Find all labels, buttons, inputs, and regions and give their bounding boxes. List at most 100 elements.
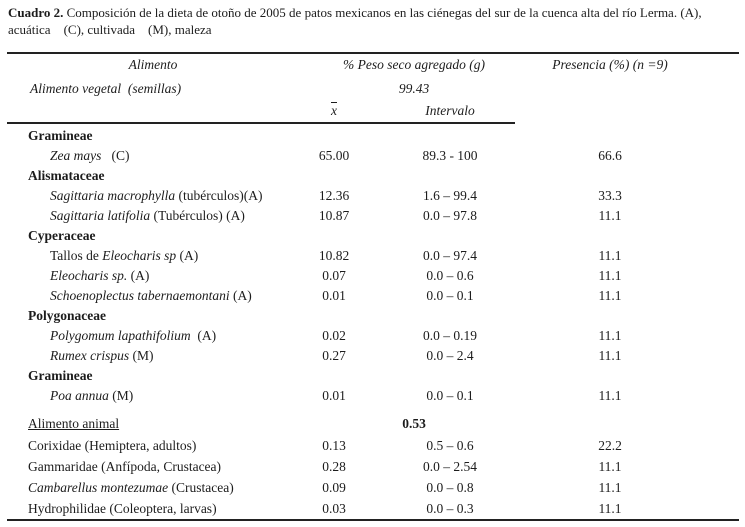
- table-row: Cyperaceae: [8, 226, 690, 246]
- presence-value-cell: 11.1: [598, 248, 622, 263]
- table-row: Schoenoplectus tabernaemontani (A) 0.01 0.…: [8, 286, 690, 306]
- food-name-cell: Hydrophilidae (Coleoptera, larvas): [8, 501, 298, 517]
- header-row-1: Alimento % Peso seco agregado (g) Presen…: [8, 56, 690, 74]
- table-top-rule: [7, 52, 739, 54]
- taxon-name: Zea mays: [50, 148, 102, 163]
- presence-value-cell: 22.2: [598, 437, 622, 453]
- interval-value-cell: 0.0 – 0.19: [423, 328, 477, 343]
- table-row: Eleocharis sp. (A) 0.07 0.0 – 0.6 11.1: [8, 266, 690, 286]
- table-caption: Cuadro 2. Composición de la dieta de oto…: [8, 5, 740, 38]
- name-text: (C): [101, 148, 130, 163]
- food-name-cell: Poa annua (M): [8, 388, 298, 404]
- mean-value-cell: 0.07: [322, 268, 346, 283]
- name-text: Corixidae (Hemiptera, adultos): [28, 437, 197, 453]
- mean-value-cell: 10.82: [318, 248, 350, 263]
- mean-value-cell: 0.09: [322, 479, 346, 495]
- presence-value-cell: 11.1: [598, 348, 622, 363]
- table-row: Cambarellus montezumae (Crustacea) 0.09 0.…: [8, 477, 690, 498]
- column-header-dry-weight: % Peso seco agregado (g): [343, 57, 485, 72]
- table-row: Hydrophilidae (Coleoptera, larvas) 0.03 0.…: [8, 498, 690, 519]
- table-row: Zea mays (C) 65.00 89.3 - 100 66.6: [8, 146, 690, 166]
- mean-value-cell: 0.01: [322, 388, 346, 403]
- name-text: Gramineae: [28, 368, 93, 383]
- table-row: Sagittaria latifolia (Tubérculos) (A) 10.…: [8, 206, 690, 226]
- animal-group-total: 0.53: [402, 416, 426, 431]
- taxon-name: Cambarellus montezumae: [28, 479, 169, 495]
- food-name-cell: Cyperaceae: [8, 228, 298, 244]
- food-name-cell: Eleocharis sp. (A): [8, 268, 298, 284]
- taxon-name: Schoenoplectus tabernaemontani: [50, 288, 230, 303]
- interval-value-cell: 0.0 – 0.3: [426, 500, 474, 516]
- name-text: Cyperaceae: [28, 228, 96, 243]
- name-text: (M): [129, 348, 154, 363]
- food-name-cell: Gramineae: [8, 368, 298, 384]
- name-text: (M): [108, 388, 134, 403]
- table-caption-text-line1: Composición de la dieta de otoño de 2005…: [63, 5, 702, 20]
- presence-value-cell: 33.3: [598, 188, 622, 203]
- header-bottom-rule: [7, 122, 515, 124]
- presence-value-cell: 11.1: [598, 479, 622, 495]
- vegetal-group-total: 99.43: [398, 81, 430, 96]
- column-header-mean: x: [298, 103, 370, 119]
- food-name-cell: Alimento animal: [8, 416, 298, 432]
- header-row-2: Alimento vegetal (semillas) 99.43: [8, 80, 690, 98]
- mean-value-cell: 0.28: [322, 458, 346, 474]
- interval-value-cell: 0.0 – 97.8: [423, 208, 477, 223]
- interval-value-cell: 0.0 – 0.1: [426, 388, 474, 403]
- food-name-cell: Gammaridae (Anfípoda, Crustacea): [8, 459, 298, 475]
- name-text: (A): [176, 248, 199, 263]
- interval-value-cell: 0.0 – 2.4: [426, 348, 474, 363]
- taxon-name: Sagittaria latifolia: [50, 208, 151, 223]
- food-name-cell: Sagittaria macrophylla (tubérculos)(A): [8, 188, 298, 204]
- row-spacer: [8, 406, 690, 413]
- table-row: Gammaridae (Anfípoda, Crustacea) 0.28 0.0 …: [8, 456, 690, 477]
- name-text: Gramineae: [28, 128, 93, 143]
- table-bottom-rule: [7, 519, 739, 521]
- food-name-cell: Alismataceae: [8, 168, 298, 184]
- interval-value-cell: 89.3 - 100: [422, 148, 478, 163]
- mean-symbol: x: [331, 103, 337, 118]
- food-name-cell: Rumex crispus (M): [8, 348, 298, 364]
- column-header-presence: Presencia (%) (n =9): [552, 57, 668, 72]
- column-header-interval: Intervalo: [425, 103, 475, 118]
- name-text: Gammaridae (Anfípoda, Crustacea): [28, 458, 222, 474]
- interval-value-cell: 1.6 – 99.4: [423, 188, 477, 203]
- name-text: (Crustacea): [168, 479, 234, 495]
- mean-value-cell: 0.03: [322, 500, 346, 516]
- name-text: Tallos de: [50, 248, 103, 263]
- name-text: (tubérculos)(A): [175, 188, 263, 203]
- table-row: Gramineae: [8, 126, 690, 146]
- table-body: Gramineae Zea mays (C) 65.00 89.3 - 100 66.6…: [8, 126, 690, 519]
- mean-value-cell: 0.02: [322, 328, 346, 343]
- name-text: (Tubérculos) (A): [150, 208, 245, 223]
- presence-value-cell: 11.1: [598, 268, 622, 283]
- table-row: Corixidae (Hemiptera, adultos) 0.13 0.5 – …: [8, 435, 690, 456]
- name-text: Polygonaceae: [28, 308, 106, 323]
- taxon-name: Eleocharis sp.: [50, 268, 128, 283]
- taxon-name: Polygomum lapathifolium: [50, 328, 191, 343]
- presence-value-cell: 11.1: [598, 328, 622, 343]
- food-name-cell: Polygomum lapathifolium (A): [8, 328, 298, 344]
- interval-value-cell: 0.0 – 0.8: [426, 479, 474, 495]
- mean-value-cell: 12.36: [318, 188, 350, 203]
- mean-value-cell: 65.00: [318, 148, 350, 163]
- header-row-3: x Intervalo: [8, 102, 690, 120]
- presence-value-cell: 11.1: [598, 388, 622, 403]
- food-name-cell: Polygonaceae: [8, 308, 298, 324]
- mean-value-cell: 0.01: [322, 288, 346, 303]
- taxon-name: Rumex crispus: [50, 348, 130, 363]
- taxon-name: Sagittaria macrophylla: [50, 188, 176, 203]
- name-text: (A): [229, 288, 252, 303]
- presence-value-cell: 66.6: [598, 148, 622, 163]
- food-name-cell: Tallos de Eleocharis sp (A): [8, 248, 298, 264]
- name-text: (A): [127, 268, 150, 283]
- column-header-food: Alimento: [128, 57, 178, 72]
- mean-value-cell: 0.27: [322, 348, 346, 363]
- interval-value-cell: 0.5 – 0.6: [426, 437, 474, 453]
- table-row: Rumex crispus (M) 0.27 0.0 – 2.4 11.1: [8, 346, 690, 366]
- presence-value-cell: 11.1: [598, 208, 622, 223]
- table-row: Polygomum lapathifolium (A) 0.02 0.0 – 0.1…: [8, 326, 690, 346]
- table-row: Alimento animal 0.53: [8, 413, 690, 435]
- table-row: Sagittaria macrophylla (tubérculos)(A) 12…: [8, 186, 690, 206]
- table-row: Polygonaceae: [8, 306, 690, 326]
